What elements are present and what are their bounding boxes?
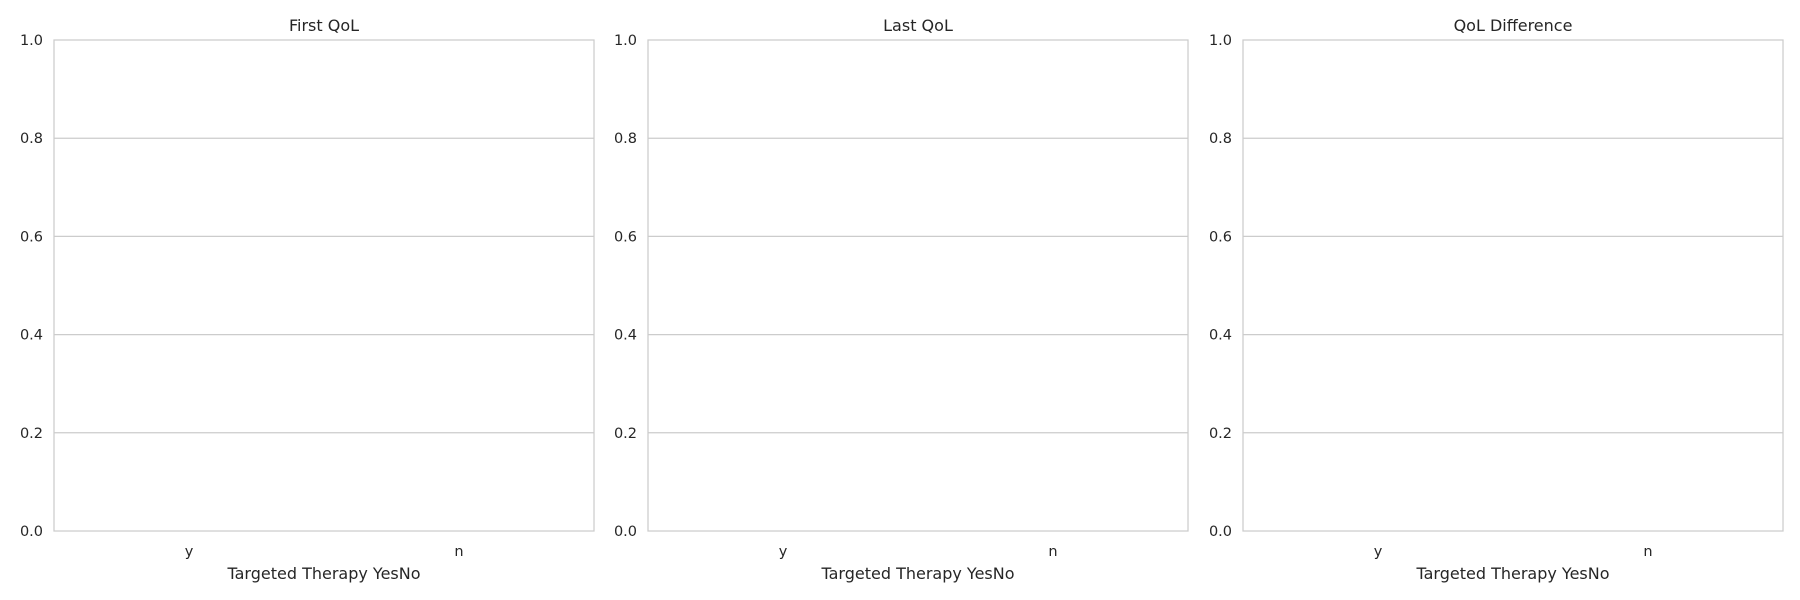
y-tick-label: 0.2 [20, 426, 43, 442]
x-tick-label-y: y [1374, 544, 1383, 560]
chart-panel-3: 0.0 0.2 0.4 0.6 0.8 1.0 y n QoL Difference Target… [1209, 16, 1784, 583]
x-tick-label-n: n [454, 544, 463, 560]
chart-panel-2: 0.0 0.2 0.4 0.6 0.8 1.0 y n Last QoL Targeted The… [614, 16, 1189, 583]
y-tick-label: 1.0 [20, 33, 43, 49]
y-tick-label: 0.4 [20, 328, 43, 344]
y-tick-label: 0.4 [1209, 328, 1232, 344]
y-tick-label: 0.4 [614, 328, 637, 344]
y-tick-label: 0.2 [1209, 426, 1232, 442]
y-tick-label: 0.8 [614, 131, 637, 147]
plot-frame [1242, 39, 1784, 532]
y-tick-label: 0.2 [614, 426, 637, 442]
chart-title: Last QoL [883, 16, 953, 35]
x-axis-label: Targeted Therapy YesNo [1415, 564, 1609, 583]
x-tick-label-y: y [779, 544, 788, 560]
y-tick-label: 0.0 [614, 524, 637, 540]
y-tick-label: 0.6 [20, 229, 43, 245]
plot-frame [53, 39, 595, 532]
chart-title: QoL Difference [1454, 16, 1573, 35]
y-tick-label: 0.0 [1209, 524, 1232, 540]
x-tick-label-y: y [185, 544, 194, 560]
y-tick-label: 0.0 [20, 524, 43, 540]
plot-frame [647, 39, 1189, 532]
x-axis-label: Targeted Therapy YesNo [820, 564, 1014, 583]
y-tick-label: 1.0 [614, 33, 637, 49]
x-tick-label-n: n [1048, 544, 1057, 560]
chart-panel-1: 0.0 0.2 0.4 0.6 0.8 1.0 y n First QoL Targeted Th… [20, 16, 595, 583]
y-tick-label: 0.6 [1209, 229, 1232, 245]
y-tick-label: 0.6 [614, 229, 637, 245]
x-tick-label-n: n [1643, 544, 1652, 560]
chart-title: First QoL [289, 16, 359, 35]
x-axis-label: Targeted Therapy YesNo [226, 564, 420, 583]
y-tick-label: 1.0 [1209, 33, 1232, 49]
y-tick-label: 0.8 [1209, 131, 1232, 147]
y-tick-label: 0.8 [20, 131, 43, 147]
